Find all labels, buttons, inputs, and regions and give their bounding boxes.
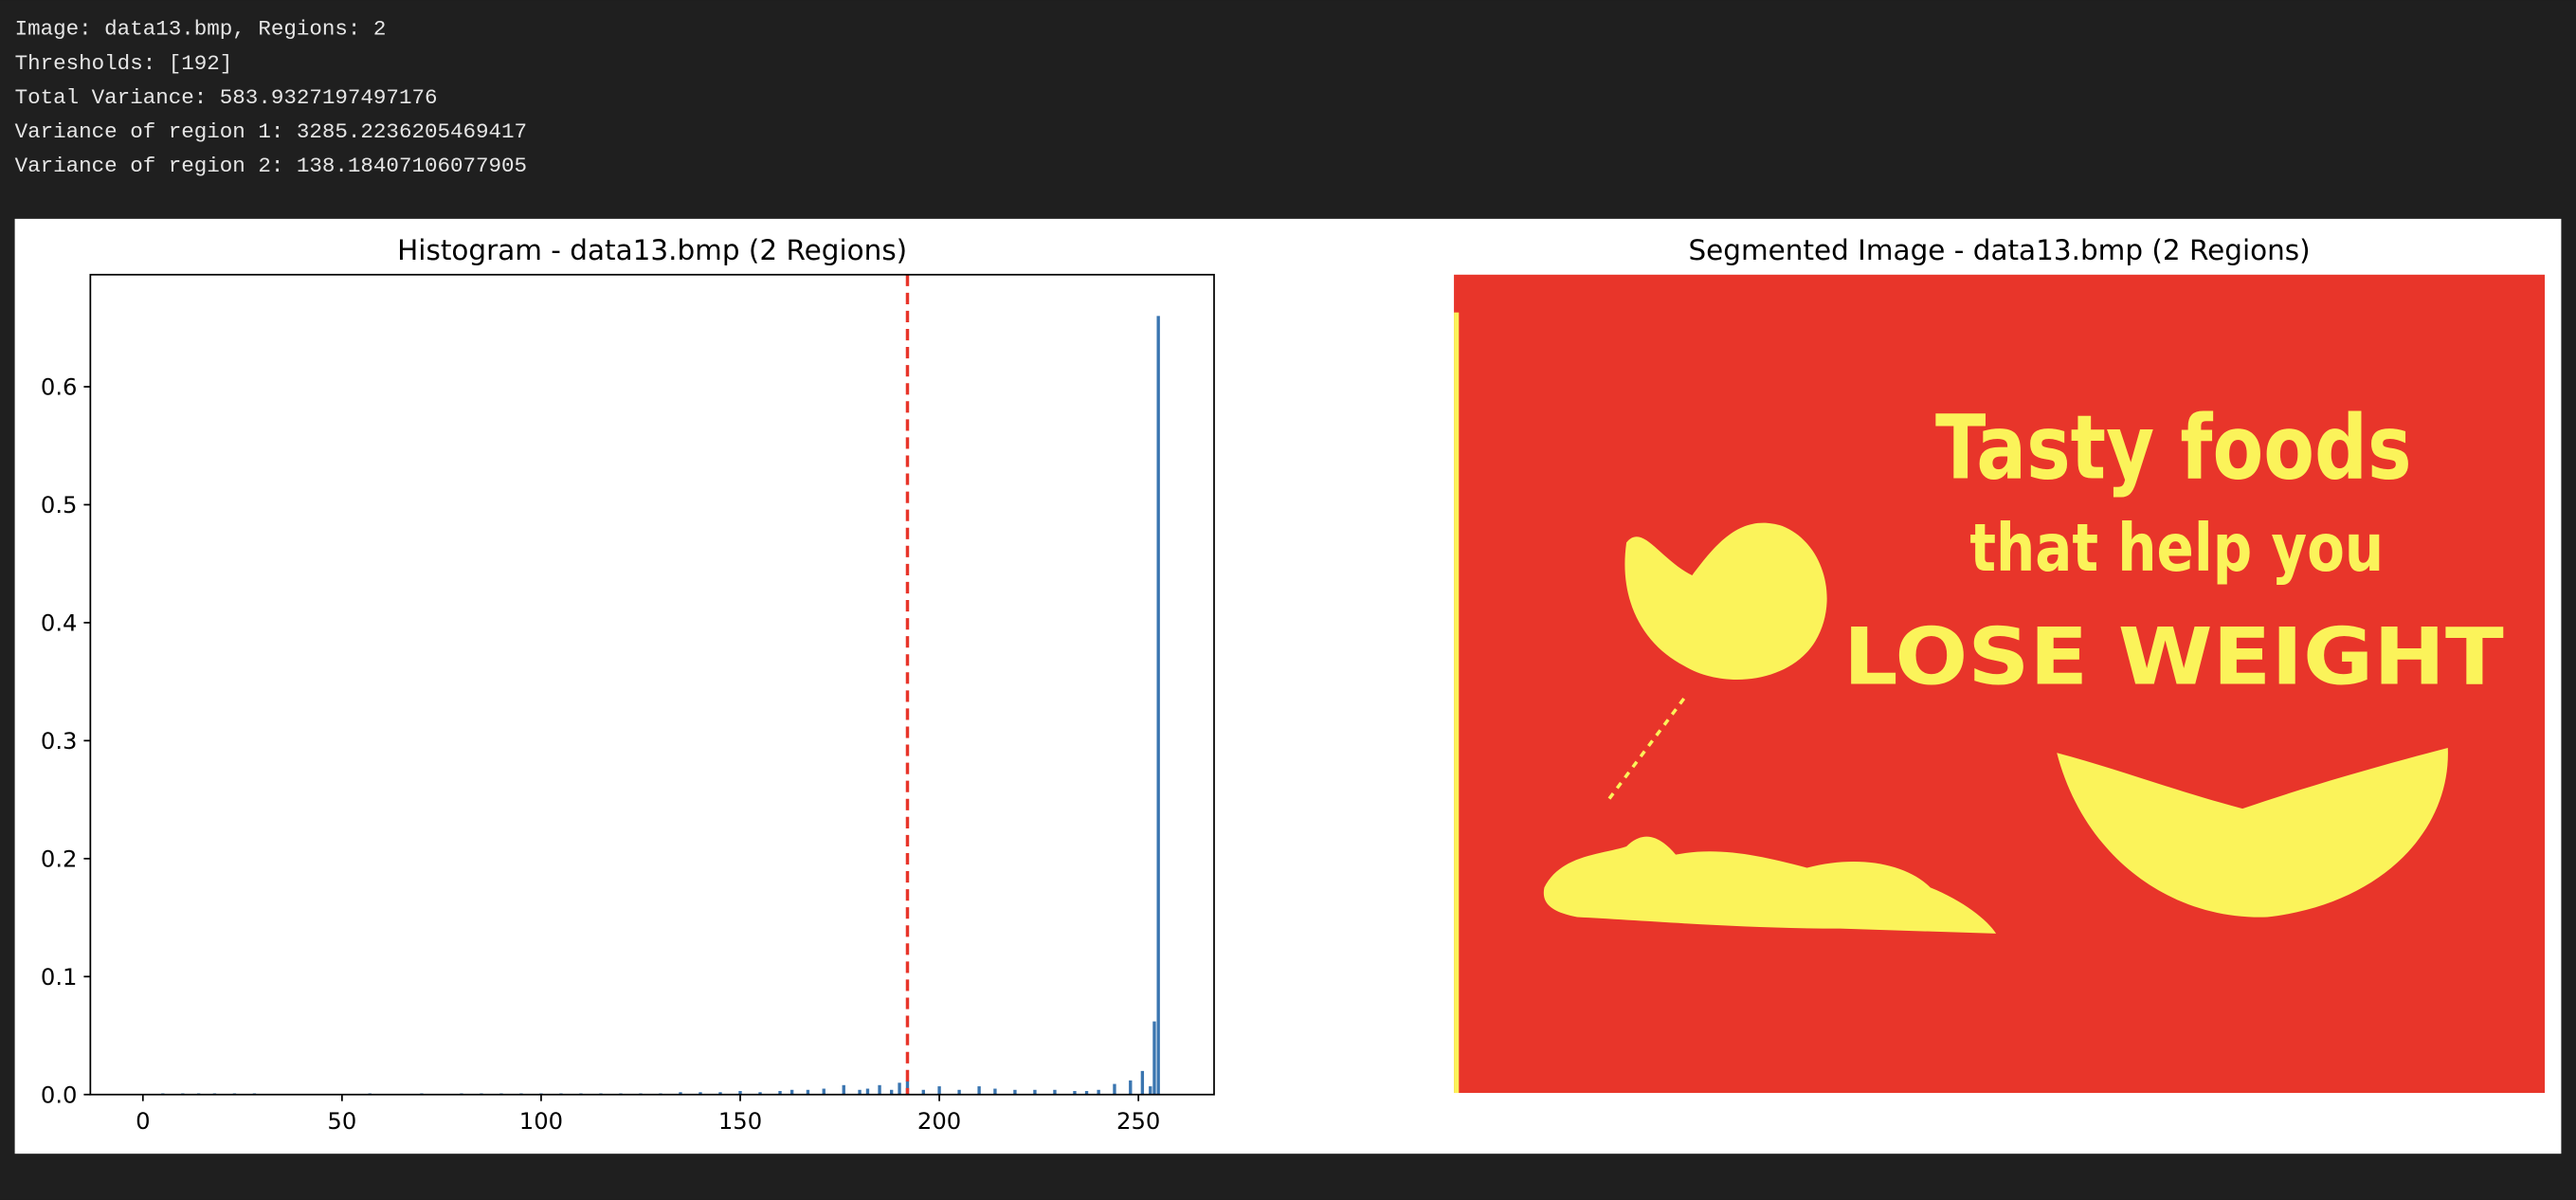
bar bbox=[937, 1086, 941, 1095]
y-tick-label: 0.0 bbox=[41, 1081, 78, 1108]
bar bbox=[898, 1082, 901, 1095]
y-tick-label: 0.5 bbox=[41, 491, 78, 518]
x-tick-label: 150 bbox=[718, 1107, 762, 1135]
x-tick-label: 100 bbox=[519, 1107, 563, 1135]
bar bbox=[758, 1092, 762, 1095]
bar bbox=[842, 1084, 845, 1095]
bar bbox=[1156, 316, 1160, 1095]
bar bbox=[921, 1089, 925, 1095]
bar bbox=[905, 1080, 910, 1095]
bar bbox=[1140, 1070, 1145, 1095]
y-tick-label: 0.2 bbox=[41, 845, 78, 873]
output-line: Variance of region 2: 138.18407106077905 bbox=[15, 154, 527, 178]
histogram-title: Histogram - data13.bmp (2 Regions) bbox=[397, 234, 907, 266]
image-edge bbox=[1454, 312, 1460, 1094]
stdout: Image: data13.bmp, Regions: 2 Thresholds:… bbox=[15, 17, 527, 178]
bar bbox=[878, 1084, 881, 1095]
output-line: Image: data13.bmp, Regions: 2 bbox=[15, 17, 387, 42]
y-tick-label: 0.4 bbox=[41, 609, 78, 637]
image-text: that help you bbox=[1969, 511, 2384, 587]
bar bbox=[889, 1089, 894, 1095]
bar bbox=[993, 1088, 997, 1095]
bar bbox=[1084, 1091, 1089, 1095]
bar bbox=[778, 1091, 782, 1095]
output-line: Thresholds: [192] bbox=[15, 51, 233, 76]
x-tick-label: 250 bbox=[1116, 1107, 1160, 1135]
axes-frame bbox=[89, 273, 1215, 1096]
segmented-image: Tasty foods that help you LOSE WEIGHT bbox=[1454, 274, 2546, 1094]
output-line: Variance of region 1: 3285.2236205469417 bbox=[15, 119, 527, 144]
bar bbox=[789, 1089, 794, 1095]
x-tick-label: 200 bbox=[917, 1107, 961, 1135]
bar bbox=[1097, 1089, 1100, 1095]
bar bbox=[822, 1088, 825, 1095]
bar bbox=[738, 1091, 742, 1095]
bar bbox=[698, 1092, 702, 1095]
x-tick-label: 0 bbox=[136, 1107, 150, 1135]
image-text: LOSE WEIGHT bbox=[1843, 610, 2504, 702]
bar bbox=[1013, 1089, 1017, 1095]
bird-tail bbox=[1605, 697, 1686, 804]
image-background bbox=[1454, 274, 2546, 1094]
image-title: Segmented Image - data13.bmp (2 Regions) bbox=[1688, 234, 2310, 266]
bar bbox=[858, 1089, 862, 1095]
bar bbox=[957, 1089, 961, 1095]
bar bbox=[806, 1089, 810, 1095]
bar bbox=[1053, 1089, 1057, 1095]
bird-shape bbox=[1624, 522, 1827, 680]
bar bbox=[1113, 1083, 1116, 1095]
bar bbox=[977, 1086, 981, 1095]
bar bbox=[1149, 1086, 1152, 1095]
bar bbox=[865, 1088, 870, 1095]
bar bbox=[679, 1092, 682, 1095]
output-line: Total Variance: 583.9327197497176 bbox=[15, 85, 438, 110]
bar bbox=[1152, 1021, 1156, 1095]
x-tick-label: 50 bbox=[327, 1107, 356, 1135]
bar bbox=[1033, 1089, 1037, 1095]
bar bbox=[1073, 1091, 1077, 1095]
y-tick-label: 0.3 bbox=[41, 727, 78, 755]
histogram: 0.0 0.1 0.2 0.3 0.4 0.5 0.6 0 50 100 150 200 250 bbox=[41, 274, 1160, 1135]
bar bbox=[1129, 1080, 1133, 1095]
y-tick-label: 0.6 bbox=[41, 373, 78, 401]
bar bbox=[718, 1092, 722, 1095]
bowl-shape bbox=[2057, 748, 2448, 918]
y-tick-label: 0.1 bbox=[41, 963, 78, 991]
lettuce-shape bbox=[1543, 836, 1997, 934]
image-text: Tasty foods bbox=[1935, 397, 2412, 500]
